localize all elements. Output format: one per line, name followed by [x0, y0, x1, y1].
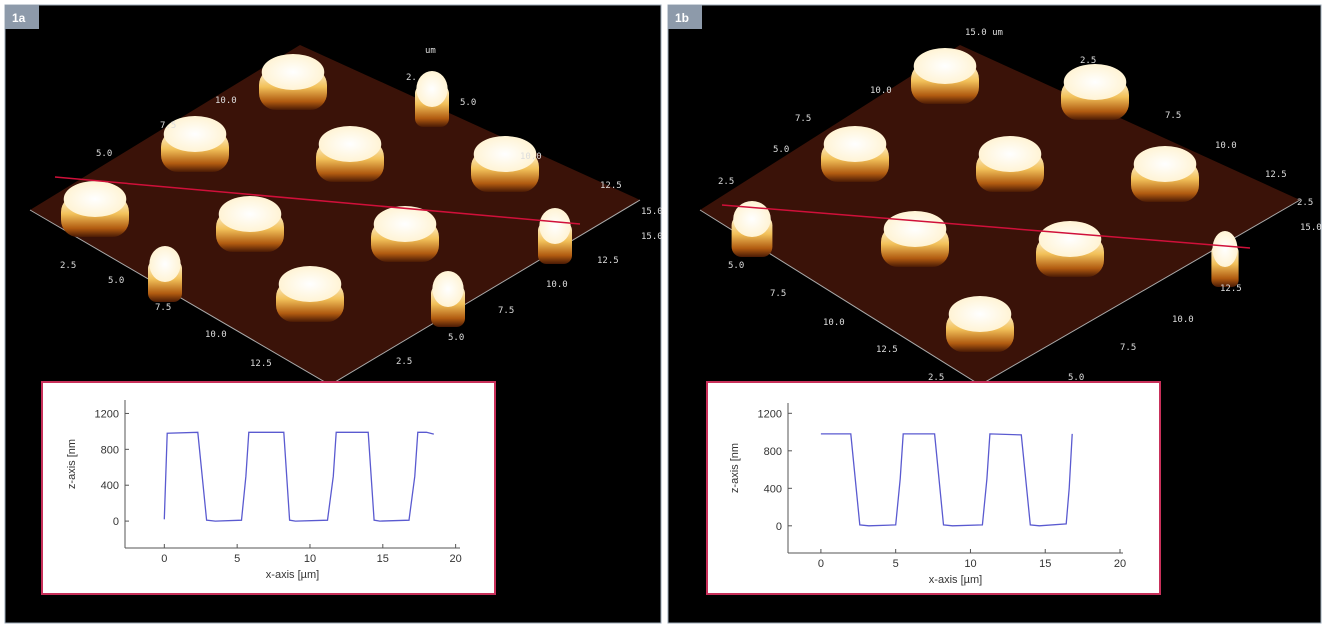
profile-line — [721, 204, 1251, 249]
surface-label: 2. — [406, 73, 417, 83]
surface-label: 7.5 — [795, 114, 811, 124]
x-axis-label: x-axis [µm] — [929, 574, 982, 586]
panel-label-box — [668, 5, 702, 29]
pillar-top — [163, 116, 227, 152]
x-tick-label: 0 — [818, 558, 824, 570]
surface-label: 5.0 — [96, 149, 112, 159]
pillar-top — [1063, 64, 1127, 100]
pillar-top — [978, 136, 1042, 172]
surface-label: 10.0 — [215, 96, 237, 106]
pillar-top — [913, 48, 977, 84]
x-tick-label: 20 — [450, 553, 462, 565]
pillar-top — [733, 201, 771, 237]
surface-label: 10.0 — [520, 152, 542, 162]
surface-label: 10.0 — [1215, 141, 1237, 151]
pillar-top — [149, 246, 181, 282]
surface-label: 2.5 — [928, 373, 944, 383]
inset — [41, 381, 496, 595]
surface-label: um — [425, 46, 436, 56]
surface-label: 2.5 — [1080, 56, 1096, 66]
y-tick-label: 1200 — [95, 408, 119, 420]
pillar-top — [823, 126, 887, 162]
pillar-top — [261, 54, 325, 90]
pillar-top — [416, 71, 448, 107]
panel-label-box — [5, 5, 39, 29]
surface-label: 12.5 — [597, 256, 619, 266]
y-tick-label: 400 — [764, 483, 782, 495]
y-tick-label: 400 — [101, 480, 119, 492]
surface-label: 10.0 — [1172, 315, 1194, 325]
x-tick-label: 0 — [161, 553, 167, 565]
surface-label: 5.0 — [1068, 373, 1084, 383]
y-axis-label: z-axis [nm — [66, 439, 78, 489]
pillar-top — [883, 211, 947, 247]
y-axis-label: z-axis [nm — [729, 443, 741, 493]
pillar-top — [432, 271, 464, 307]
pillar-top — [1133, 146, 1197, 182]
surface-label: 15.0 — [641, 207, 663, 217]
surface-label: 2.5 — [396, 357, 412, 367]
surface-label: 5.0 — [773, 145, 789, 155]
profile-line — [54, 176, 581, 225]
y-tick-label: 1200 — [758, 408, 782, 420]
pillar-top — [1212, 231, 1238, 267]
surface-label: 12.5 — [250, 359, 272, 369]
pillar-top — [278, 266, 342, 302]
y-tick-label: 0 — [113, 516, 119, 528]
profile — [820, 433, 1073, 527]
surface-label: 12.5 — [600, 181, 622, 191]
panel-label: 1a — [12, 11, 26, 25]
pillar-top — [318, 126, 382, 162]
pillar-top — [539, 208, 571, 244]
pillar-top — [1038, 221, 1102, 257]
pillar-top — [373, 206, 437, 242]
surface-label: 7.5 — [770, 289, 786, 299]
panel-label: 1b — [675, 11, 689, 25]
surface-label: 15.0 — [1300, 223, 1322, 233]
surface-label: 2.5 — [1297, 198, 1313, 208]
surface-label: 2.5 — [718, 177, 734, 187]
surface-label: 12.5 — [876, 345, 898, 355]
surface-label: 12.5 — [1220, 284, 1242, 294]
surface-label: 7.5 — [160, 121, 176, 131]
surface-label: 15.0 — [641, 232, 663, 242]
pillar-top — [218, 196, 282, 232]
x-tick-label: 5 — [234, 553, 240, 565]
profile — [163, 431, 434, 522]
surface-label: 7.5 — [155, 303, 171, 313]
surface-label: 10.0 — [205, 330, 227, 340]
surface-label: 5.0 — [108, 276, 124, 286]
x-tick-label: 10 — [304, 553, 316, 565]
surface-label: 10.0 — [823, 318, 845, 328]
surface-label: 10.0 — [870, 86, 892, 96]
surface-label: 2.5 — [60, 261, 76, 271]
surface-label: 7.5 — [498, 306, 514, 316]
surface-label: 12.5 — [1265, 170, 1287, 180]
inset — [706, 381, 1161, 595]
x-tick-label: 10 — [964, 558, 976, 570]
y-tick-label: 0 — [776, 521, 782, 533]
pillar-top — [63, 181, 127, 217]
y-tick-label: 800 — [101, 444, 119, 456]
surface-label: 15.0 um — [965, 28, 1003, 38]
x-tick-label: 20 — [1114, 558, 1126, 570]
x-tick-label: 5 — [893, 558, 899, 570]
y-tick-label: 800 — [764, 446, 782, 458]
pillar-top — [948, 296, 1012, 332]
surface-label: 7.5 — [1120, 343, 1136, 353]
pillar-top — [473, 136, 537, 172]
surface-label: 10.0 — [546, 280, 568, 290]
surface-label: 5.0 — [728, 261, 744, 271]
surface-label: 7.5 — [1165, 111, 1181, 121]
x-tick-label: 15 — [377, 553, 389, 565]
x-tick-label: 15 — [1039, 558, 1051, 570]
x-axis-label: x-axis [µm] — [266, 569, 319, 581]
surface-label: 5.0 — [460, 98, 476, 108]
surface-label: 5.0 — [448, 333, 464, 343]
